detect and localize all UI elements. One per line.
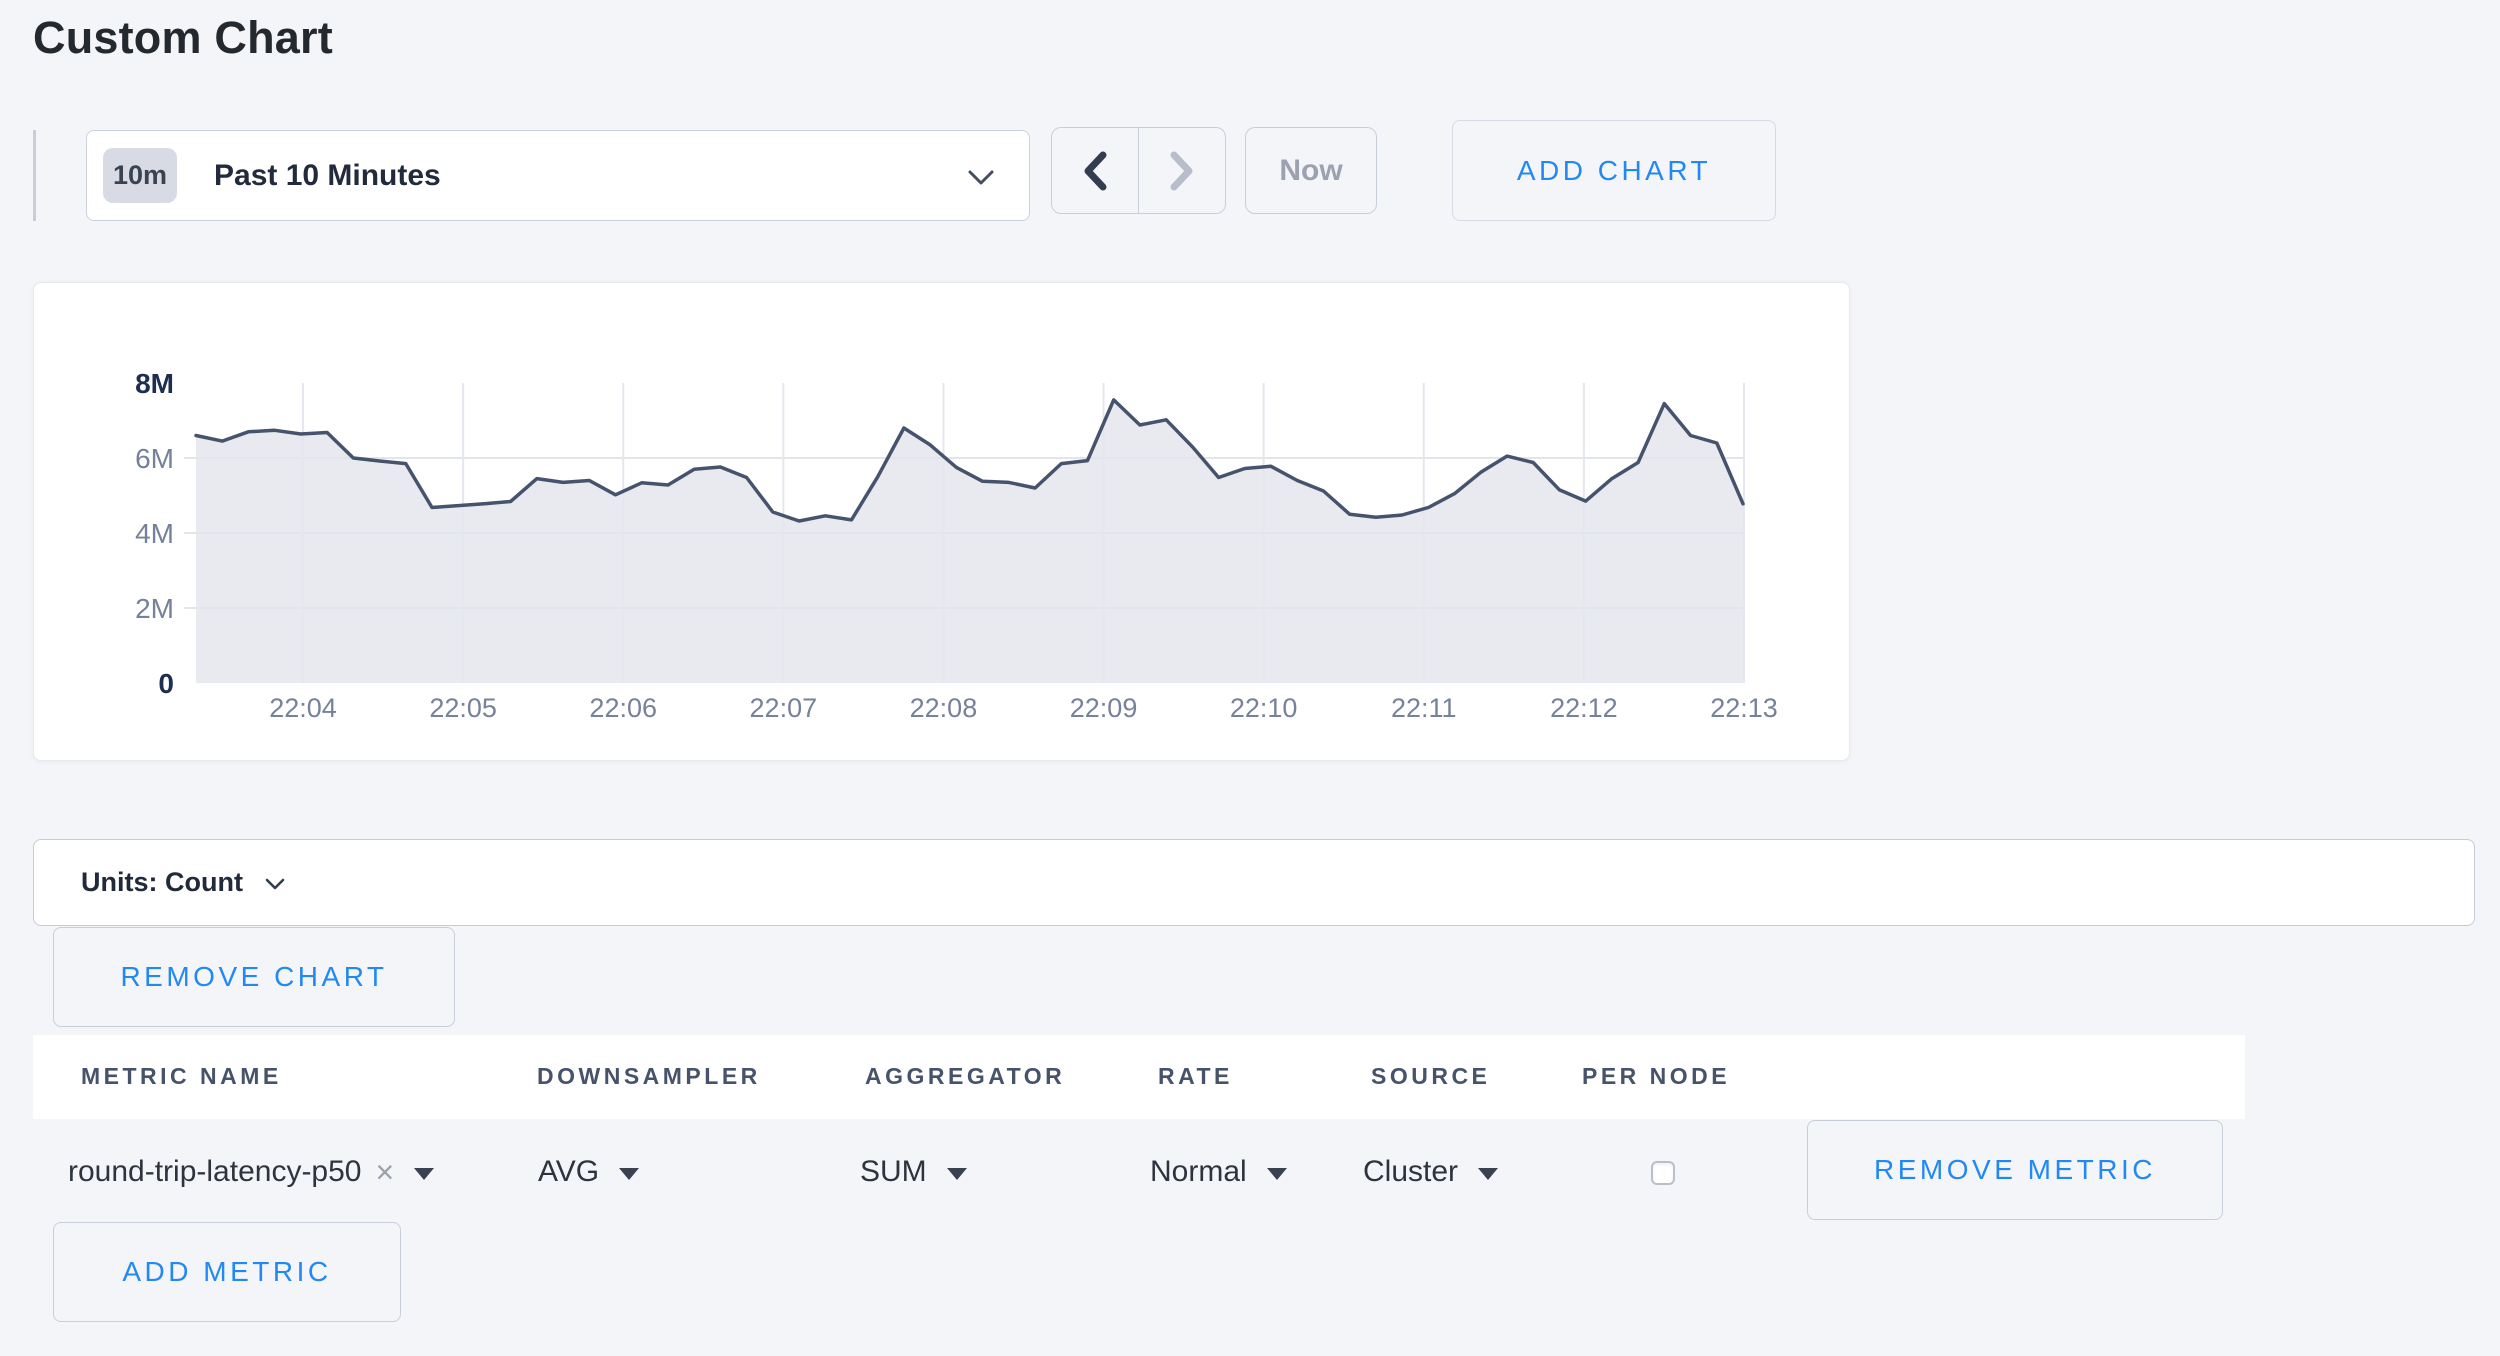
- svg-text:2M: 2M: [135, 593, 174, 624]
- timeseries-chart: 22:04 22:05 22:06 22:07 22:08 22:09 22:10 22:11…: [135, 368, 1778, 723]
- metrics-table-header: METRIC NAME DOWNSAMPLER AGGREGATOR RATE …: [33, 1035, 2245, 1119]
- svg-text:22:05: 22:05: [429, 693, 497, 723]
- downsampler-value: AVG: [538, 1155, 600, 1188]
- source-select[interactable]: Cluster: [1363, 1148, 1499, 1196]
- column-header-aggregator: AGGREGATOR: [865, 1063, 1066, 1089]
- aggregator-value: SUM: [860, 1155, 927, 1188]
- chevron-right-icon: [1170, 151, 1193, 190]
- now-button[interactable]: Now: [1245, 127, 1377, 214]
- column-header-source: SOURCE: [1371, 1063, 1491, 1089]
- units-dropdown[interactable]: Units: Count: [33, 839, 2475, 926]
- svg-text:4M: 4M: [135, 518, 174, 549]
- time-window-dropdown[interactable]: 10m Past 10 Minutes: [86, 130, 1030, 221]
- remove-metric-button[interactable]: REMOVE METRIC: [1807, 1120, 2223, 1220]
- per-node-checkbox[interactable]: [1651, 1161, 1675, 1185]
- svg-text:22:11: 22:11: [1391, 693, 1457, 723]
- page-title: Custom Chart: [33, 12, 333, 63]
- caret-down-icon: [1478, 1168, 1499, 1180]
- caret-down-icon: [619, 1168, 640, 1180]
- prev-interval-button[interactable]: [1052, 128, 1138, 213]
- svg-text:22:04: 22:04: [269, 693, 337, 723]
- downsampler-select[interactable]: AVG: [538, 1148, 640, 1196]
- time-nav-group: [1051, 127, 1226, 214]
- chart-card: 22:04 22:05 22:06 22:07 22:08 22:09 22:10 22:11…: [33, 282, 1850, 761]
- column-header-metric-name: METRIC NAME: [81, 1063, 282, 1089]
- caret-down-icon: [1266, 1168, 1287, 1180]
- clear-metric-icon[interactable]: ×: [375, 1154, 395, 1190]
- svg-text:0: 0: [158, 668, 174, 699]
- column-header-per-node: PER NODE: [1582, 1063, 1731, 1089]
- chevron-left-icon: [1084, 151, 1107, 190]
- remove-chart-button[interactable]: REMOVE CHART: [53, 927, 455, 1027]
- svg-text:22:06: 22:06: [589, 693, 657, 723]
- source-value: Cluster: [1363, 1155, 1459, 1188]
- svg-text:6M: 6M: [135, 443, 174, 474]
- metric-name-value: round-trip-latency-p50: [68, 1155, 362, 1188]
- add-chart-button[interactable]: ADD CHART: [1452, 120, 1776, 221]
- add-metric-button[interactable]: ADD METRIC: [53, 1222, 401, 1322]
- units-label: Units: Count: [81, 867, 243, 897]
- svg-text:22:12: 22:12: [1550, 693, 1618, 723]
- caret-down-icon: [414, 1168, 435, 1180]
- column-header-rate: RATE: [1158, 1063, 1233, 1089]
- aggregator-select[interactable]: SUM: [860, 1148, 967, 1196]
- svg-text:8M: 8M: [135, 368, 174, 399]
- svg-text:22:10: 22:10: [1230, 693, 1298, 723]
- rate-select[interactable]: Normal: [1150, 1148, 1287, 1196]
- svg-text:22:08: 22:08: [910, 693, 978, 723]
- svg-text:22:09: 22:09: [1070, 693, 1138, 723]
- time-window-label: Past 10 Minutes: [214, 158, 441, 192]
- chevron-down-icon: [265, 878, 285, 890]
- caret-down-icon: [946, 1168, 967, 1180]
- next-interval-button[interactable]: [1138, 128, 1225, 213]
- column-header-downsampler: DOWNSAMPLER: [537, 1063, 761, 1089]
- chevron-down-icon: [968, 170, 994, 185]
- time-window-badge: 10m: [103, 148, 177, 203]
- svg-text:22:07: 22:07: [750, 693, 818, 723]
- metric-name-select[interactable]: round-trip-latency-p50 ×: [68, 1148, 435, 1196]
- svg-text:22:13: 22:13: [1710, 693, 1778, 723]
- toolbar-accent-line: [33, 130, 36, 221]
- rate-value: Normal: [1150, 1155, 1247, 1188]
